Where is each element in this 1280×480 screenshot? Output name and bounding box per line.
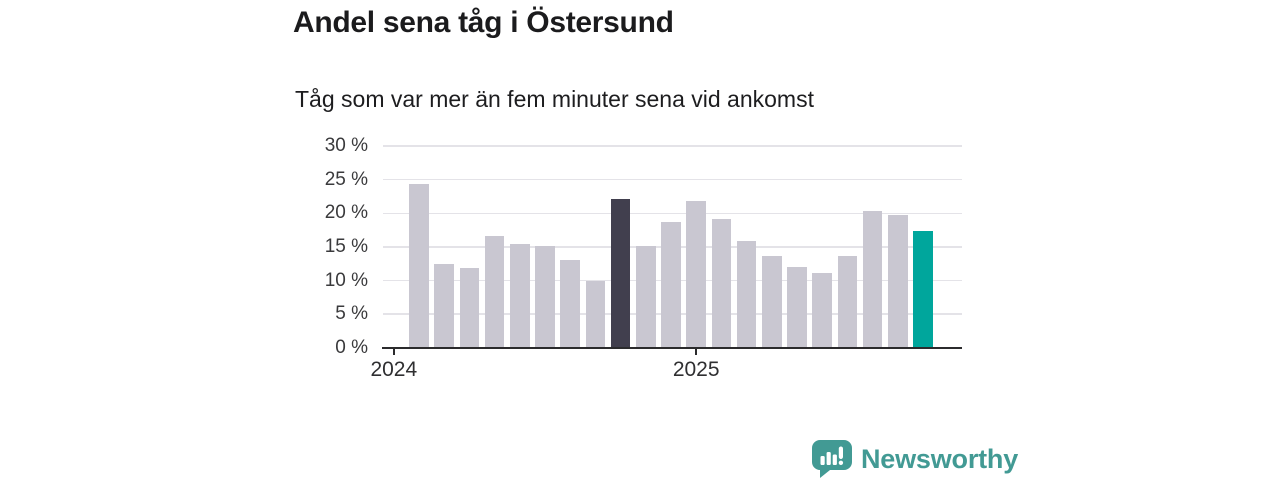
bar-2025-05	[787, 267, 807, 348]
x-axis-label-2025: 2025	[672, 357, 720, 381]
y-axis-label-20: 20 %	[324, 202, 368, 224]
bar-2025-07	[837, 256, 858, 348]
bar-2024-03	[434, 264, 454, 348]
bar-2024-09	[585, 281, 606, 348]
logo-exclamation-dot	[838, 460, 844, 465]
newsworthy-logo-icon	[812, 440, 852, 478]
bar-2024-11	[636, 246, 656, 348]
bar-2025-08	[862, 211, 883, 348]
bar-2024-05	[484, 236, 505, 348]
bar-2025-10-highlight-accent	[913, 230, 933, 348]
bar-2024-06	[510, 243, 530, 348]
logo-exclamation-stem	[838, 446, 843, 459]
logo-bar-2	[826, 452, 831, 465]
y-axis-label-30: 30 %	[324, 135, 368, 156]
brand-name: Newsworthy	[861, 443, 1019, 474]
bar-2024-10-highlight-dark	[610, 199, 631, 348]
x-tick-2025	[695, 349, 697, 355]
bar-2025-09	[888, 214, 908, 348]
y-axis-label-0: 0 %	[335, 336, 368, 358]
bar-2024-04	[459, 268, 480, 348]
bar-2024-12	[661, 222, 681, 348]
bar-2025-01	[686, 201, 706, 348]
gridline-25	[383, 178, 962, 181]
chart-title: Andel sena tåg i Östersund	[293, 6, 674, 39]
gridline-30	[383, 145, 962, 147]
y-axis-label-25: 25 %	[324, 168, 368, 190]
y-axis-label-15: 15 %	[324, 235, 368, 257]
bar-2025-04	[762, 256, 782, 348]
logo-bubble-shape	[812, 440, 852, 478]
bar-2025-02	[711, 218, 732, 348]
x-axis-label-2024: 2024	[370, 357, 418, 381]
x-axis-line	[382, 346, 962, 349]
bar-2024-07	[535, 246, 555, 348]
y-axis-label-5: 5 %	[335, 303, 368, 325]
logo-bar-3	[832, 454, 837, 465]
logo-bar-1	[820, 456, 825, 465]
chart-subtitle: Tåg som var mer än fem minuter sena vid …	[295, 86, 814, 112]
brand-footer: Newsworthy	[812, 440, 1018, 478]
x-tick-2024	[393, 349, 395, 355]
bar-2024-02	[409, 184, 429, 348]
gridline-20	[383, 212, 962, 215]
bar-2024-08	[560, 259, 580, 348]
bar-2025-06	[812, 273, 832, 348]
y-axis-label-10: 10 %	[324, 269, 368, 291]
bar-2025-03	[736, 240, 757, 348]
